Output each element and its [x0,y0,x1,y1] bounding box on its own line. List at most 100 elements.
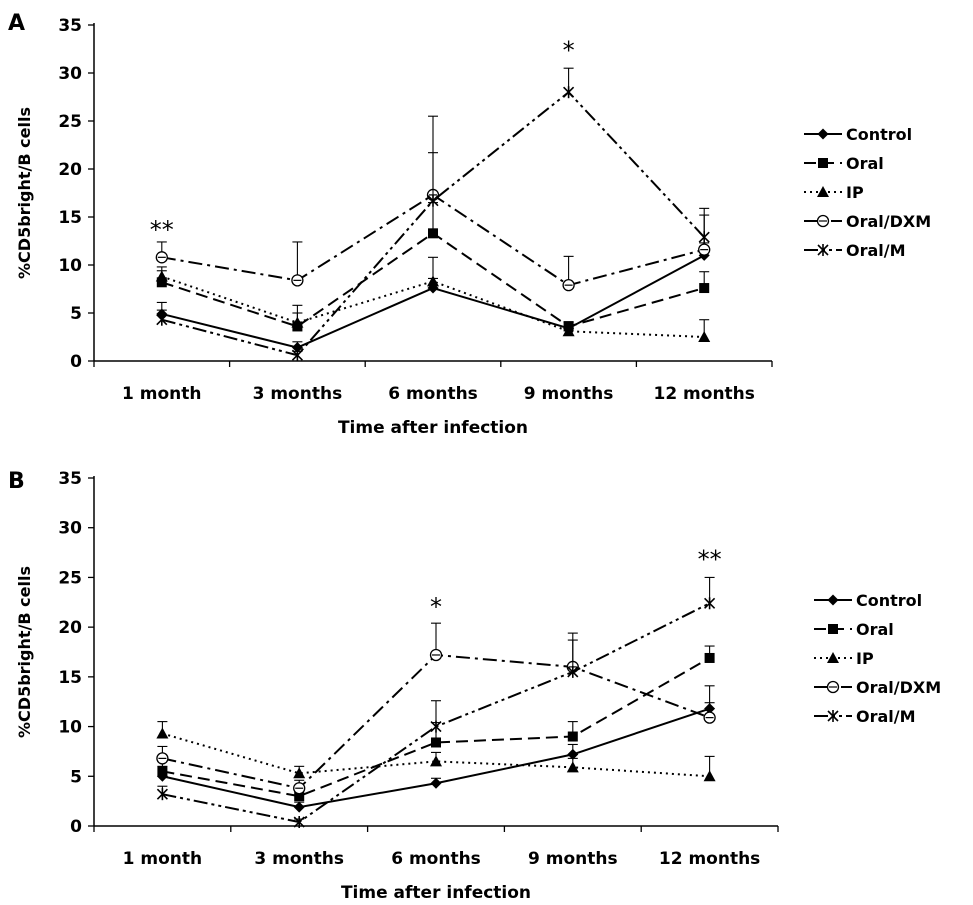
x-tick-label: 9 months [528,849,618,869]
x-tick-label: 6 months [388,384,478,404]
y-tick-label: 10 [58,718,82,738]
data-point [703,711,716,724]
y-axis-label: %CD5bright/B cells [15,107,34,279]
y-tick-label: 35 [58,469,82,489]
data-point [156,788,168,801]
series-oral-m [156,576,716,829]
legend-marker [827,652,839,663]
data-point [430,720,442,733]
legend-marker [816,214,830,228]
data-point [704,597,716,610]
data-point [427,194,439,207]
y-tick-label: 10 [58,256,82,276]
data-point [704,652,715,663]
series-ip [155,256,711,342]
y-tick-label: 15 [58,208,82,228]
y-tick-label: 35 [58,16,82,36]
data-point [429,648,443,662]
legend-label: Oral/DXM [846,212,931,231]
x-tick-label: 9 months [524,384,614,404]
legend-item: IP [804,183,864,202]
chart-panel-b: 0 5 10 15 20 25 30 35 1 month 3 months 6 months 9 m… [15,469,941,903]
x-tick-label: 3 months [254,849,344,869]
legend: Control Oral IP Oral/DXM Oral/M [804,125,931,260]
legend-label: Oral [856,620,894,639]
legend-label: Oral/DXM [856,678,941,697]
legend-item: IP [814,649,874,668]
data-point [291,274,304,287]
data-point [698,231,710,244]
legend-item: Control [814,591,922,610]
data-point [698,243,711,256]
legend: Control Oral IP Oral/DXM Oral/M [814,591,941,726]
panel-a-letter: A [8,11,25,36]
data-point [293,801,305,813]
series-ip [156,721,716,782]
data-point [155,251,168,264]
y-tick-label: 25 [58,112,82,132]
panel-b-letter: B [8,469,25,494]
data-point [430,755,442,767]
data-point [156,313,168,326]
data-point [291,349,303,362]
y-tick-label: 5 [70,304,82,324]
legend-item: Oral/M [804,241,906,260]
y-tick-label: 15 [58,668,82,688]
legend-marker [817,186,829,197]
data-point [567,665,579,678]
legend-marker [827,710,839,722]
series-oral-m [156,67,710,362]
x-tick-label: 6 months [391,849,481,869]
legend-label: Control [846,125,912,144]
significance-marker: ** [150,216,174,244]
legend-item: Oral/M [814,707,916,726]
y-tick-label: 20 [58,160,82,180]
series-line [162,732,710,778]
y-tick-label: 0 [70,352,82,372]
x-axis-label: Time after infection [341,883,531,901]
legend-item: Oral [814,620,894,639]
data-point [562,325,575,337]
data-point [157,766,168,777]
x-tick-label: 12 months [659,849,760,869]
legend-label: Oral/M [846,241,906,260]
data-point [698,331,711,342]
legend-label: IP [846,183,864,202]
significance-marker: * [430,593,442,621]
data-point [567,748,579,760]
data-point [156,752,169,765]
data-point [562,279,575,292]
y-tick-label: 20 [58,618,82,638]
significance-marker: * [563,37,575,65]
data-point [155,270,168,282]
y-axis-label: %CD5bright/B cells [15,566,34,738]
series-line [162,657,711,798]
x-tick-label: 1 month [122,384,201,404]
data-point [156,277,167,288]
legend-marker [817,244,829,256]
legend-marker [817,128,829,140]
legend-item: Oral [804,154,884,173]
legend-item: Oral/DXM [804,212,931,231]
data-point [293,767,306,779]
significance-marker: ** [698,545,722,573]
legend-marker [827,594,839,606]
data-point [428,228,438,239]
data-point [294,791,305,802]
legend-label: Control [856,591,922,610]
data-point [567,731,578,742]
x-axis-label: Time after infection [338,418,528,438]
x-tick-label: 12 months [653,384,754,404]
y-tick-label: 5 [70,767,82,787]
y-tick-label: 30 [58,519,82,539]
legend-label: IP [856,649,874,668]
data-point [156,727,169,739]
data-point [431,737,441,748]
data-point [566,761,579,773]
series-line [161,275,705,338]
legend-marker [826,680,840,694]
legend-label: Oral/M [856,707,916,726]
data-point [699,283,710,294]
data-point [703,770,716,782]
